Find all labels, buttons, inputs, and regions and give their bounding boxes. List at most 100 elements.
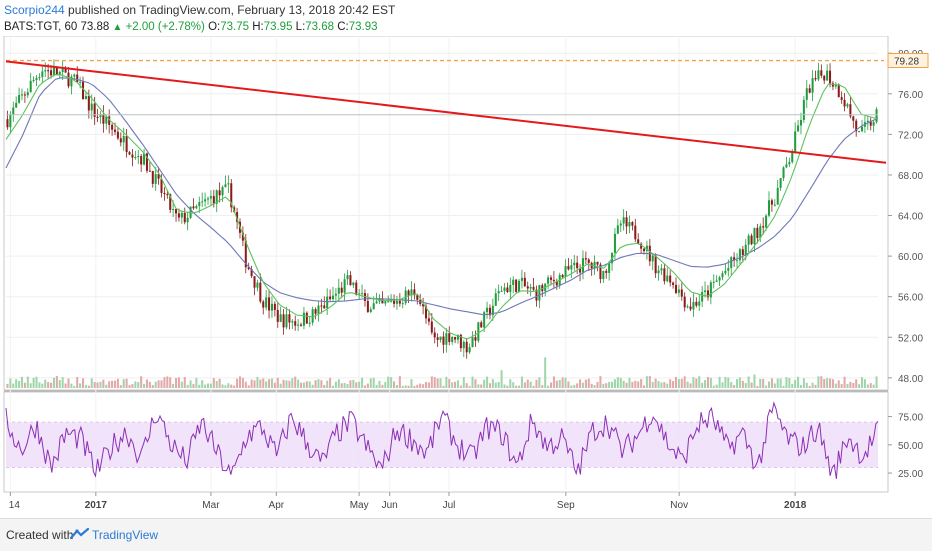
volume-bar — [175, 377, 178, 388]
volume-bar — [628, 377, 631, 388]
volume-bar — [608, 381, 611, 388]
volume-bar — [236, 378, 239, 388]
volume-bar — [288, 380, 291, 388]
volume-bar — [61, 377, 64, 388]
candle-body — [44, 70, 47, 72]
volume-bar — [99, 381, 102, 388]
volume-bar — [302, 382, 305, 388]
candle-body — [683, 296, 686, 308]
volume-bar — [619, 377, 622, 388]
candle-body — [701, 291, 704, 302]
volume-bar — [683, 376, 686, 388]
candle-body — [140, 156, 143, 165]
candle-body — [300, 324, 303, 326]
trendline[interactable] — [5, 60, 887, 164]
volume-bar — [837, 380, 840, 388]
candle-body — [314, 309, 317, 314]
volume-bar — [802, 378, 805, 388]
volume-bar — [334, 381, 337, 388]
volume-bar — [26, 376, 29, 388]
candle-body — [387, 301, 390, 303]
candle-body — [727, 267, 730, 271]
candle-body — [718, 277, 721, 281]
rsi-tick-label: 75.00 — [898, 413, 923, 424]
volume-bar — [15, 379, 18, 388]
candle-body — [143, 153, 146, 165]
candle-body — [215, 190, 218, 204]
volume-bar — [756, 385, 759, 388]
candle-body — [663, 268, 666, 282]
volume-bar — [573, 384, 576, 388]
high-value: 73.95 — [263, 21, 293, 33]
volume-bar — [247, 385, 250, 388]
volume-bar — [291, 378, 294, 388]
time-tick-label: 2018 — [784, 500, 807, 511]
candle-body — [532, 286, 535, 290]
candle-body — [651, 255, 654, 262]
volume-bar — [195, 377, 198, 388]
volume-bar — [520, 376, 523, 388]
candle-body — [753, 227, 756, 245]
candle-body — [326, 296, 329, 309]
candle-body — [762, 226, 765, 228]
candle-body — [581, 258, 584, 273]
volume-bar — [358, 381, 361, 388]
volume-bar — [567, 381, 570, 388]
price-axis[interactable]: 80.0076.0072.0068.0064.0060.0056.0052.00… — [888, 49, 923, 385]
candle-body — [622, 217, 625, 224]
candle-body — [471, 337, 474, 348]
volume-bar — [163, 377, 166, 388]
tradingview-link[interactable]: TradingView — [92, 528, 159, 542]
candle-body — [445, 333, 448, 345]
candle-body — [474, 337, 477, 341]
candle-body — [709, 282, 712, 298]
candle-body — [430, 321, 433, 333]
volume-bar — [875, 376, 878, 388]
volume-bar — [794, 379, 797, 388]
price-chart[interactable]: 80.0076.0072.0068.0064.0060.0056.0052.00… — [0, 36, 932, 518]
candle-body — [846, 104, 849, 107]
volume-bar — [613, 379, 616, 388]
candle-body — [785, 164, 788, 168]
candle-body — [433, 332, 436, 338]
volume-bar — [730, 382, 733, 388]
volume-bar — [180, 381, 183, 388]
volume-bar — [317, 379, 320, 388]
candle-body — [395, 300, 398, 304]
candle-body — [108, 116, 111, 125]
volume-bar — [811, 382, 814, 388]
volume-bar — [576, 383, 579, 388]
volume-bar — [390, 377, 393, 388]
volume-bar — [634, 380, 637, 388]
candle-body — [875, 109, 878, 123]
volume-bar — [308, 381, 311, 388]
candle-body — [87, 95, 90, 111]
volume-bar — [169, 377, 172, 388]
rsi-axis[interactable]: 75.00 50.00 25.00 — [888, 413, 923, 480]
candle-body — [276, 309, 279, 322]
volume-bar — [279, 383, 282, 388]
volume-bar — [250, 379, 253, 388]
volume-bar — [544, 357, 547, 388]
candle-body — [128, 152, 131, 155]
candle-body — [538, 285, 541, 301]
created-with-text: Created with — [6, 528, 74, 542]
candle-body — [837, 84, 840, 98]
time-tick-label: Jun — [382, 500, 398, 511]
volume-bar — [433, 377, 436, 388]
volume-bar — [363, 385, 366, 388]
volume-bar — [192, 383, 195, 388]
volume-bar — [218, 378, 221, 388]
candle-body — [169, 194, 172, 210]
candle-body — [119, 138, 122, 143]
candle-body — [320, 305, 323, 307]
low-value: 73.68 — [305, 21, 335, 33]
candle-body — [209, 196, 212, 199]
volume-bar — [686, 381, 689, 388]
author-link[interactable]: Scorpio244 — [4, 3, 65, 17]
candle-body — [849, 104, 852, 117]
volume-bar — [497, 381, 500, 388]
candle-body — [279, 314, 282, 322]
candle-body — [640, 243, 643, 249]
time-axis[interactable]: 14 2017 Mar Apr May Jun Jul Sep Nov 2018 — [9, 492, 807, 511]
